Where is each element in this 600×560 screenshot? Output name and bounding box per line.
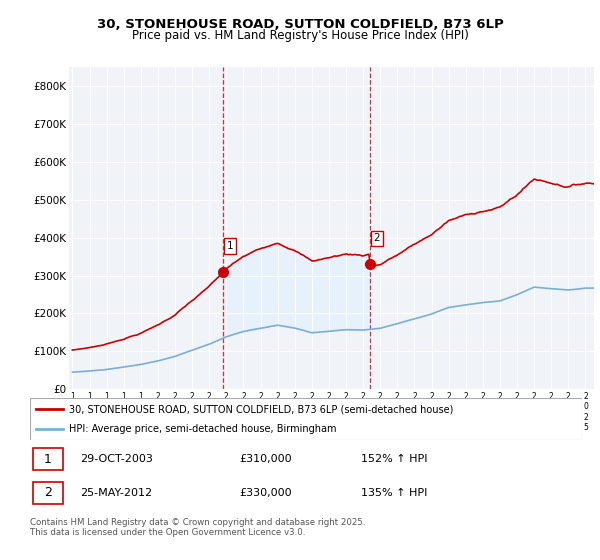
Text: 2: 2	[373, 234, 380, 244]
Text: 30, STONEHOUSE ROAD, SUTTON COLDFIELD, B73 6LP: 30, STONEHOUSE ROAD, SUTTON COLDFIELD, B…	[97, 18, 503, 31]
Text: HPI: Average price, semi-detached house, Birmingham: HPI: Average price, semi-detached house,…	[68, 424, 336, 434]
Text: £330,000: £330,000	[240, 488, 292, 498]
Text: 25-MAY-2012: 25-MAY-2012	[80, 488, 152, 498]
Text: £310,000: £310,000	[240, 454, 292, 464]
Text: Price paid vs. HM Land Registry's House Price Index (HPI): Price paid vs. HM Land Registry's House …	[131, 29, 469, 42]
Text: 1: 1	[44, 452, 52, 466]
Text: 2: 2	[44, 486, 52, 500]
Bar	[33, 482, 63, 503]
Text: 1: 1	[227, 241, 233, 251]
Text: 135% ↑ HPI: 135% ↑ HPI	[361, 488, 428, 498]
Text: 29-OCT-2003: 29-OCT-2003	[80, 454, 152, 464]
Text: Contains HM Land Registry data © Crown copyright and database right 2025.
This d: Contains HM Land Registry data © Crown c…	[30, 518, 365, 538]
Text: 152% ↑ HPI: 152% ↑ HPI	[361, 454, 428, 464]
Text: 30, STONEHOUSE ROAD, SUTTON COLDFIELD, B73 6LP (semi-detached house): 30, STONEHOUSE ROAD, SUTTON COLDFIELD, B…	[68, 404, 453, 414]
Bar	[33, 449, 63, 470]
